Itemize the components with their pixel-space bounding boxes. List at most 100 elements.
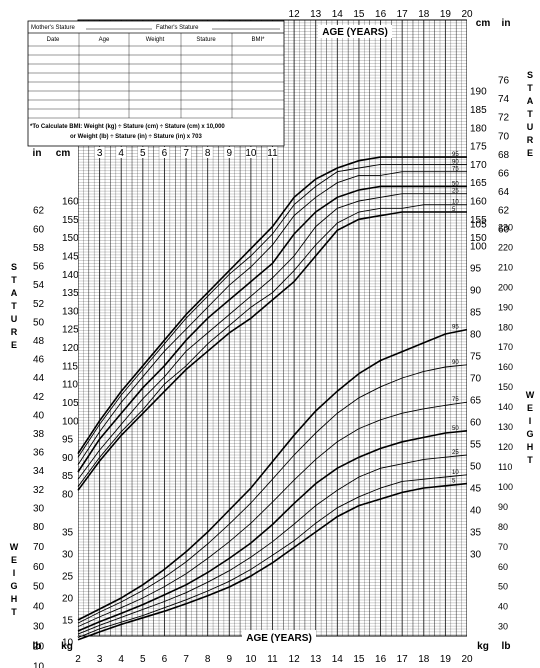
- x-axis-title-top: AGE (YEARS): [322, 27, 388, 38]
- stature-cm-tick-right: 160: [470, 197, 487, 208]
- x-tick-mid-bg: [245, 147, 256, 158]
- x-tick-top: 12: [289, 9, 301, 20]
- weight-lb-tick-right: 180: [498, 322, 513, 332]
- stature-vertical-letter-right: E: [527, 148, 533, 158]
- weight-vertical-letter: W: [10, 542, 19, 552]
- stature-vertical-letter: E: [11, 340, 17, 350]
- stature-in-tick-left: 54: [33, 280, 45, 291]
- weight-kg-tick-right: 65: [470, 396, 482, 407]
- weight-lb-tick-right: 150: [498, 382, 513, 392]
- stature-in-tick-left: 34: [33, 466, 45, 477]
- stature-cm-tick-right: 150: [470, 233, 487, 244]
- x-tick-bottom: 18: [418, 654, 430, 665]
- stature-in-tick-left: 58: [33, 243, 45, 254]
- stature-in-tick-right: 62: [498, 206, 510, 217]
- stature-in-tick-left: 48: [33, 336, 45, 347]
- weight-kg-tick-right: 100: [470, 242, 487, 253]
- x-tick-bottom: 13: [310, 654, 322, 665]
- weight-vertical-letter: T: [11, 607, 17, 617]
- stature-percentile-label: 5: [452, 207, 456, 213]
- weight-percentile-label: 75: [452, 397, 459, 403]
- stature-cm-tick-left: 125: [62, 325, 79, 336]
- fathers-stature-label: Father's Stature: [156, 25, 199, 31]
- weight-lb-tick-left: 20: [33, 642, 45, 653]
- weight-percentile-label: 5: [452, 479, 456, 485]
- weight-lb-tick-left: 60: [33, 562, 45, 573]
- x-tick-top: 19: [440, 9, 452, 20]
- age-title-bottom-bg: [242, 630, 316, 643]
- stature-cm-tick-left: 120: [62, 343, 79, 354]
- stature-cm-tick-left: 85: [62, 471, 74, 482]
- stature-cm-tick-left: 110: [62, 380, 78, 391]
- x-tick-bottom: 3: [97, 654, 103, 665]
- stature-curve-p5: [77, 211, 467, 491]
- stature-curve-p25: [77, 193, 467, 480]
- x-tick-mid-bg: [94, 147, 105, 158]
- weight-percentile-label: 10: [452, 470, 459, 476]
- x-tick-top: 15: [353, 9, 365, 20]
- stature-cm-tick-left: 105: [62, 398, 79, 409]
- column-date: Date: [47, 37, 60, 43]
- column-weight: Weight: [146, 37, 165, 43]
- weight-vertical-letter-right: W: [526, 390, 535, 400]
- stature-cm-tick-right: 165: [470, 178, 487, 189]
- weight-vertical-letter: E: [11, 555, 17, 565]
- x-tick-top: 20: [461, 9, 473, 20]
- weight-lb-tick-right: 140: [498, 402, 513, 412]
- x-tick-bottom: 11: [267, 654, 278, 665]
- x-tick-mid: 5: [140, 148, 146, 159]
- stature-curve-p95: [77, 156, 467, 455]
- stature-in-tick-left: 56: [33, 262, 45, 273]
- weight-vertical-letter-right: T: [527, 455, 533, 465]
- weight-kg-tick-right: 35: [470, 528, 482, 539]
- stature-cm-tick-left: 90: [62, 453, 74, 464]
- stature-cm-tick-left: 130: [62, 306, 79, 317]
- weight-kg-tick-right: 90: [470, 286, 482, 297]
- stature-in-tick-left: 30: [33, 503, 45, 514]
- stature-vertical-letter-right: T: [527, 83, 533, 93]
- left-unit-kg: kg: [61, 641, 73, 652]
- stature-vertical-letter-right: U: [527, 122, 534, 132]
- stature-cm-tick-left: 100: [62, 416, 79, 427]
- right-unit-in: in: [502, 18, 511, 29]
- weight-lb-tick-left: 70: [33, 542, 45, 553]
- x-tick-top: 17: [397, 9, 409, 20]
- weight-kg-tick-right: 80: [470, 330, 482, 341]
- weight-curve-p25: [77, 454, 468, 635]
- weight-curve-p95: [77, 328, 468, 621]
- stature-in-tick-right: 74: [498, 94, 510, 105]
- stature-vertical-letter-right: R: [527, 135, 534, 145]
- weight-kg-tick-right: 105: [470, 220, 487, 231]
- stature-percentile-label: 95: [452, 152, 459, 158]
- weight-lb-tick-left: 50: [33, 582, 45, 593]
- x-tick-mid: 9: [227, 148, 233, 159]
- x-tick-bottom: 5: [140, 654, 146, 665]
- stature-in-tick-left: 46: [33, 355, 45, 366]
- weight-lb-tick-left: 80: [33, 522, 45, 533]
- weight-lb-tick-right: 60: [498, 562, 508, 572]
- x-tick-mid-bg: [137, 147, 148, 158]
- weight-lb-tick-left: 30: [33, 622, 45, 633]
- weight-kg-tick-right: 60: [470, 418, 482, 429]
- stature-cm-tick-right: 185: [470, 105, 487, 116]
- weight-curve-p5: [77, 482, 468, 641]
- x-tick-bottom: 10: [245, 654, 257, 665]
- stature-in-tick-right: 70: [498, 131, 510, 142]
- x-tick-bottom: 12: [289, 654, 301, 665]
- table-rules: [28, 32, 284, 119]
- x-tick-bottom: 6: [162, 654, 168, 665]
- weight-kg-tick-right: 45: [470, 484, 482, 495]
- x-tick-mid-bg: [181, 147, 192, 158]
- x-tick-bottom: 9: [227, 654, 233, 665]
- weight-lb-tick-right: 200: [498, 282, 513, 292]
- weight-kg-tick-right: 50: [470, 462, 482, 473]
- stature-in-tick-left: 36: [33, 448, 45, 459]
- x-tick-mid: 11: [267, 148, 278, 159]
- x-tick-mid: 10: [245, 148, 257, 159]
- stature-percentile-label: 90: [452, 159, 459, 165]
- data-entry-table: Mother's Stature Father's Stature Date A…: [27, 20, 285, 147]
- weight-lb-tick-right: 230: [498, 223, 513, 233]
- weight-kg-tick-right: 85: [470, 308, 482, 319]
